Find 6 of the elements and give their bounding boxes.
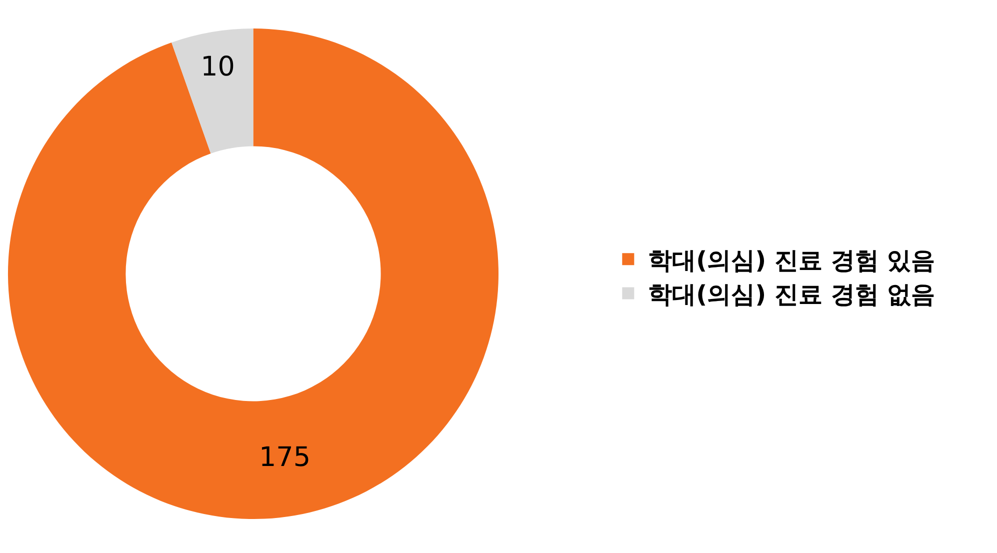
donut-slice <box>172 28 254 154</box>
legend-label: 학대(의심) 진료 경험 없음 <box>648 280 936 309</box>
donut-slice <box>8 28 498 519</box>
data-label: 175 <box>258 442 311 473</box>
legend-label: 학대(의심) 진료 경험 있음 <box>648 246 936 274</box>
data-label: 10 <box>200 51 235 82</box>
